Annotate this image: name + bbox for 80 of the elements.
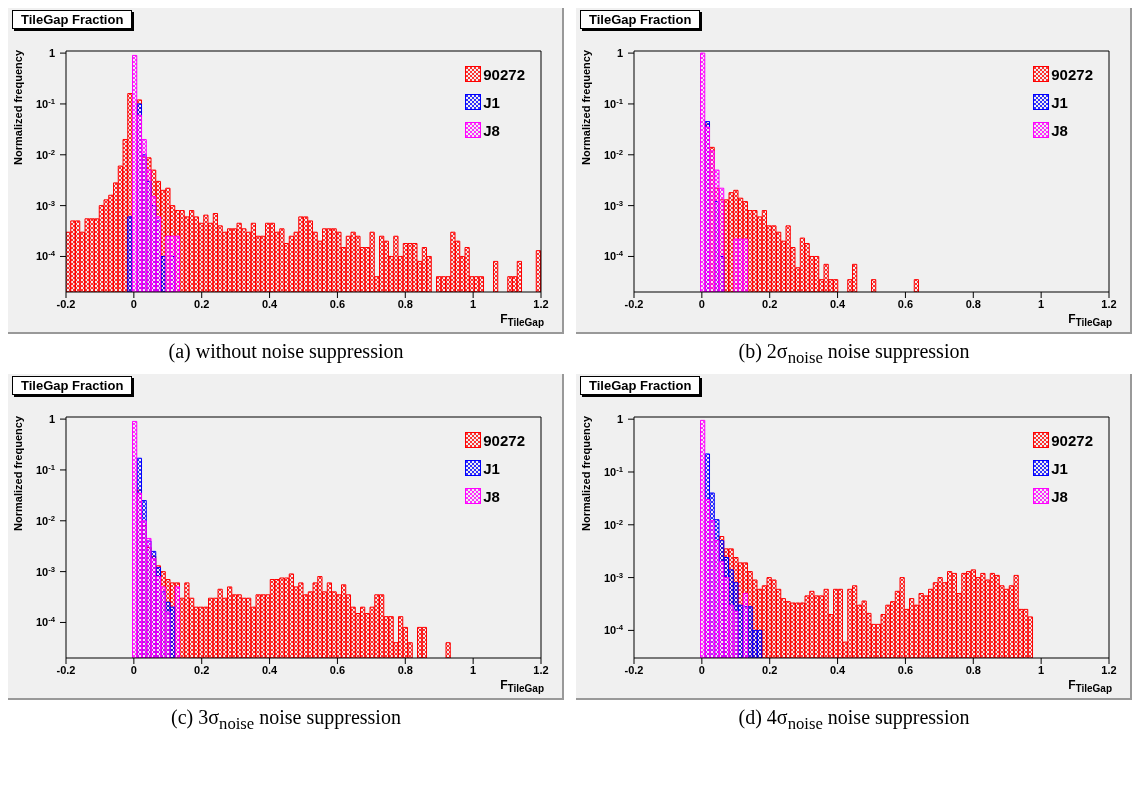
x-tick-label: 0.2 bbox=[194, 663, 210, 676]
legend-label: J8 bbox=[483, 487, 500, 505]
legend-label: 90272 bbox=[1051, 431, 1093, 449]
x-tick-label: 0.6 bbox=[329, 663, 346, 676]
y-tick-label: 10$^{-1}$ bbox=[35, 96, 56, 110]
x-axis-title: F$_{TileGap}$ bbox=[1068, 678, 1112, 695]
x-tick-label: 0.4 bbox=[829, 297, 847, 310]
text: (d) 4σ$_{noise}$ noise suppression bbox=[737, 706, 971, 734]
x-tick-label: 0.8 bbox=[965, 297, 981, 310]
x-tick-label: 0 bbox=[698, 663, 705, 676]
y-tick-label: 1 bbox=[48, 47, 55, 60]
chart-title: TileGap Fraction bbox=[12, 376, 133, 395]
y-tick-label: 10$^{-2}$ bbox=[35, 513, 55, 527]
chart-title: TileGap Fraction bbox=[12, 10, 133, 29]
legend-label: 90272 bbox=[483, 65, 525, 83]
legend-label: J8 bbox=[1051, 487, 1068, 505]
x-tick-label: 0.6 bbox=[329, 297, 346, 310]
x-tick-label: -0.2 bbox=[56, 663, 76, 676]
y-tick-label: 10$^{-2}$ bbox=[603, 147, 623, 161]
y-tick-label: 10$^{-4}$ bbox=[603, 248, 624, 263]
y-tick-label: 10$^{-4}$ bbox=[35, 614, 56, 629]
x-tick-label: -0.2 bbox=[56, 297, 76, 310]
legend-label: 90272 bbox=[1051, 65, 1093, 83]
x-tick-label: 0.2 bbox=[762, 663, 778, 676]
legend-label: 90272 bbox=[483, 431, 525, 449]
x-tick-label: 0.8 bbox=[965, 663, 981, 676]
text: (b) 2σ$_{noise}$ noise suppression bbox=[737, 340, 971, 368]
y-tick-label: 10$^{-4}$ bbox=[603, 622, 624, 637]
x-tick-label: 0.6 bbox=[897, 297, 914, 310]
x-tick-label: 0 bbox=[698, 297, 705, 310]
x-tick-label: 0.2 bbox=[762, 297, 778, 310]
y-tick-label: 10$^{-3}$ bbox=[603, 570, 623, 584]
y-tick-label: 10$^{-2}$ bbox=[603, 517, 623, 531]
x-tick-label: 0 bbox=[130, 297, 137, 310]
chart-title: TileGap Fraction bbox=[580, 376, 701, 395]
x-tick-label: 1 bbox=[470, 297, 477, 310]
y-tick-label: 10$^{-4}$ bbox=[35, 248, 56, 263]
y-axis-title: Normalized frequency bbox=[580, 50, 592, 165]
y-tick-label: 10$^{-1}$ bbox=[603, 96, 624, 110]
y-tick-label: 1 bbox=[48, 413, 55, 426]
y-tick-label: 10$^{-2}$ bbox=[35, 147, 55, 161]
x-tick-label: 0.4 bbox=[261, 297, 279, 310]
x-tick-label: -0.2 bbox=[624, 663, 644, 676]
x-tick-label: 1 bbox=[1038, 663, 1045, 676]
y-axis-title: Normalized frequency bbox=[12, 416, 24, 531]
x-tick-label: 0.4 bbox=[261, 663, 279, 676]
y-axis-title: Normalized frequency bbox=[12, 50, 24, 165]
x-tick-label: 0.2 bbox=[194, 297, 210, 310]
y-tick-label: 10$^{-1}$ bbox=[35, 462, 56, 476]
y-axis-title: Normalized frequency bbox=[580, 416, 592, 531]
x-tick-label: 0.4 bbox=[829, 663, 847, 676]
legend-label: J8 bbox=[1051, 121, 1068, 139]
x-tick-label: -0.2 bbox=[624, 297, 644, 310]
x-axis-title: F$_{TileGap}$ bbox=[500, 678, 544, 695]
chart-title: TileGap Fraction bbox=[580, 10, 701, 29]
y-tick-label: 10$^{-3}$ bbox=[35, 198, 55, 212]
text: (c) 3σ$_{noise}$ noise suppression bbox=[170, 706, 402, 734]
x-axis-title: F$_{TileGap}$ bbox=[500, 312, 544, 329]
x-axis-title: F$_{TileGap}$ bbox=[1068, 312, 1112, 329]
legend-label: J1 bbox=[1051, 93, 1068, 111]
y-tick-label: 10$^{-3}$ bbox=[35, 564, 55, 578]
y-tick-label: 10$^{-3}$ bbox=[603, 198, 623, 212]
x-tick-label: 0.6 bbox=[897, 663, 914, 676]
legend-label: J8 bbox=[483, 121, 500, 139]
y-tick-label: 10$^{-1}$ bbox=[603, 464, 624, 478]
x-tick-label: 1 bbox=[1038, 297, 1045, 310]
text: (a) without noise suppression bbox=[167, 340, 405, 363]
x-tick-label: 0.8 bbox=[397, 297, 413, 310]
legend-label: J1 bbox=[483, 459, 500, 477]
x-tick-label: 1.2 bbox=[533, 297, 549, 310]
y-tick-label: 1 bbox=[616, 413, 623, 426]
y-tick-label: 1 bbox=[616, 47, 623, 60]
x-tick-label: 1 bbox=[470, 663, 477, 676]
x-tick-label: 1.2 bbox=[533, 663, 549, 676]
x-tick-label: 0.8 bbox=[397, 663, 413, 676]
x-tick-label: 1.2 bbox=[1101, 663, 1117, 676]
legend-label: J1 bbox=[483, 93, 500, 111]
legend-label: J1 bbox=[1051, 459, 1068, 477]
x-tick-label: 0 bbox=[130, 663, 137, 676]
x-tick-label: 1.2 bbox=[1101, 297, 1117, 310]
